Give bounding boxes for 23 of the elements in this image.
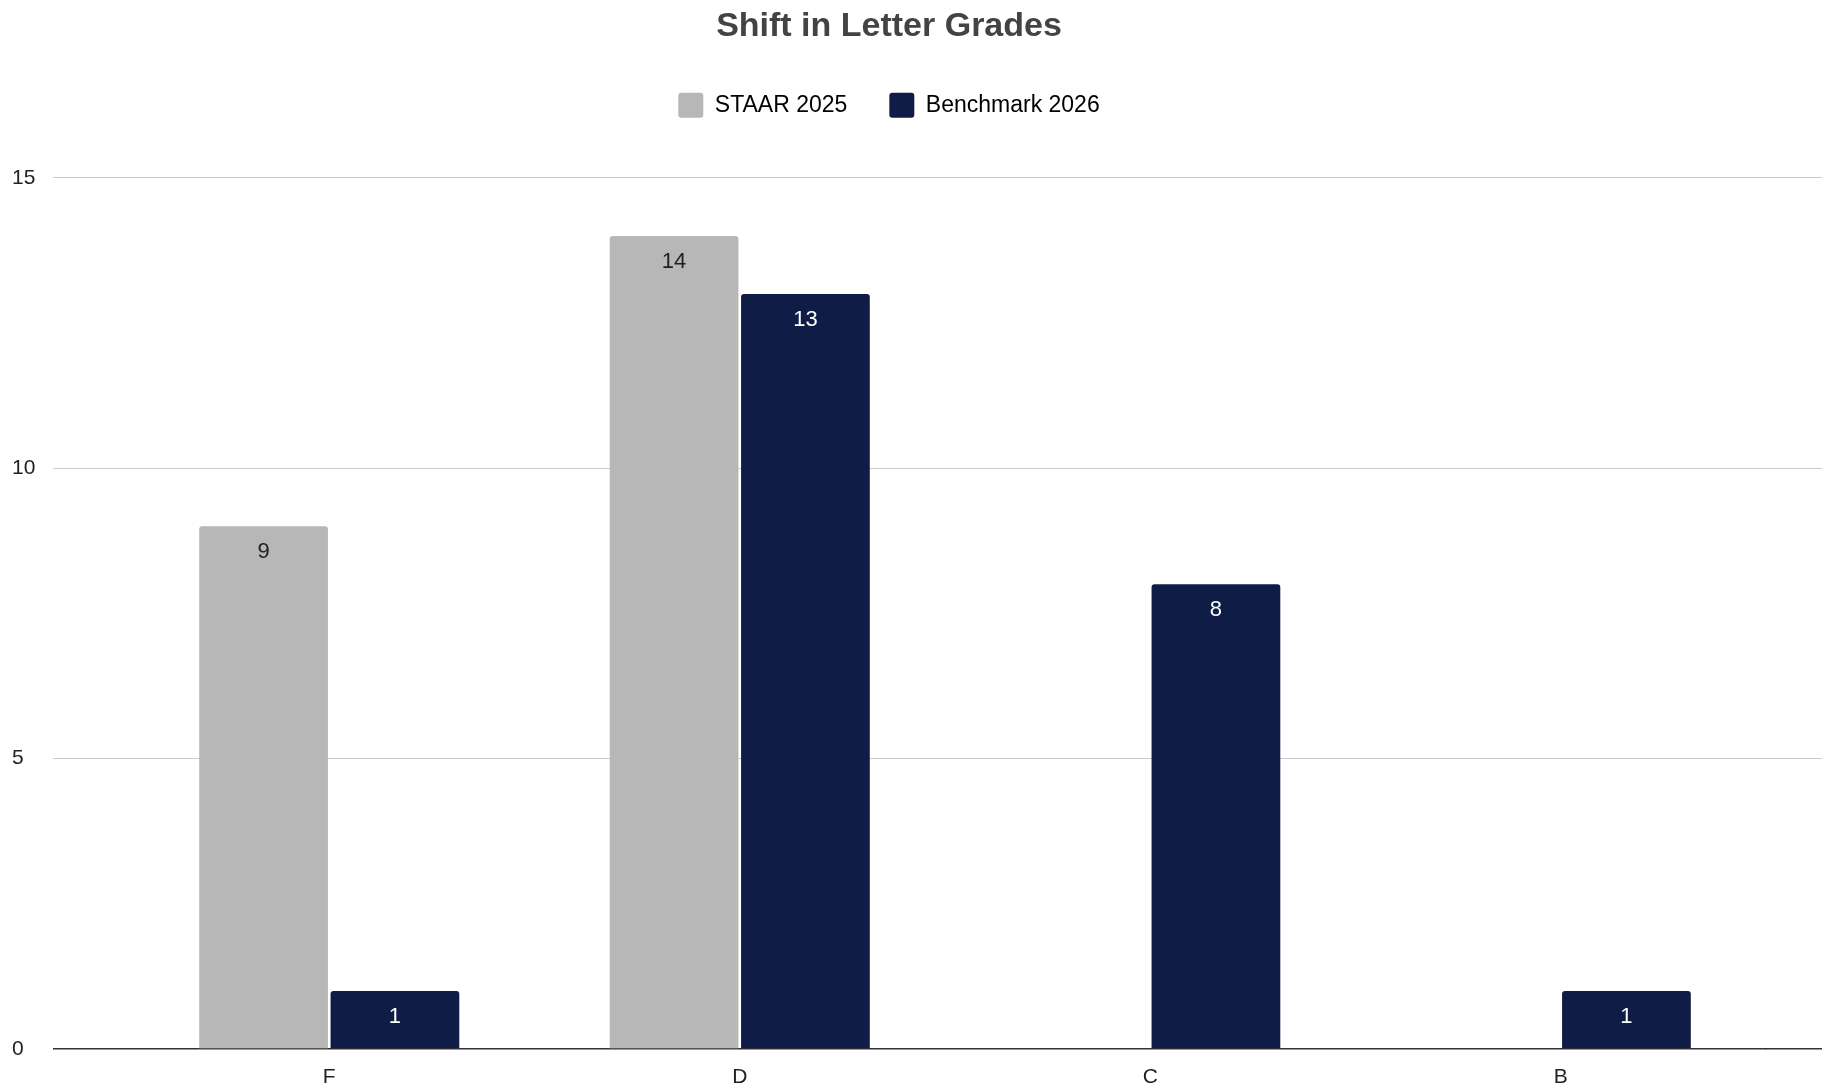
bar <box>330 990 460 1049</box>
x-tick-label: F <box>322 1064 336 1088</box>
bar <box>609 235 739 1049</box>
data-label: 9 <box>257 538 270 564</box>
bar <box>1151 584 1281 1049</box>
y-tick-label: 15 <box>12 164 36 188</box>
legend-label: Benchmark 2026 <box>925 90 1100 117</box>
y-tick-label: 10 <box>12 455 36 478</box>
chart-title: Shift in Letter Grades <box>716 4 1062 43</box>
data-label: 13 <box>793 306 818 332</box>
data-label: 14 <box>661 247 687 273</box>
bar <box>1562 990 1691 1049</box>
bar <box>741 293 870 1049</box>
legend-label: STAAR 2025 <box>714 90 848 117</box>
x-tick-label: C <box>1142 1064 1158 1088</box>
x-tick-label: D <box>732 1064 748 1088</box>
y-tick-label: 0 <box>12 1035 24 1059</box>
data-label: 8 <box>1209 596 1223 622</box>
data-label: 1 <box>388 1002 402 1028</box>
bar <box>199 526 328 1049</box>
data-label: 1 <box>1620 1002 1633 1028</box>
x-tick-label: B <box>1553 1064 1568 1088</box>
y-tick-label: 5 <box>12 745 24 769</box>
